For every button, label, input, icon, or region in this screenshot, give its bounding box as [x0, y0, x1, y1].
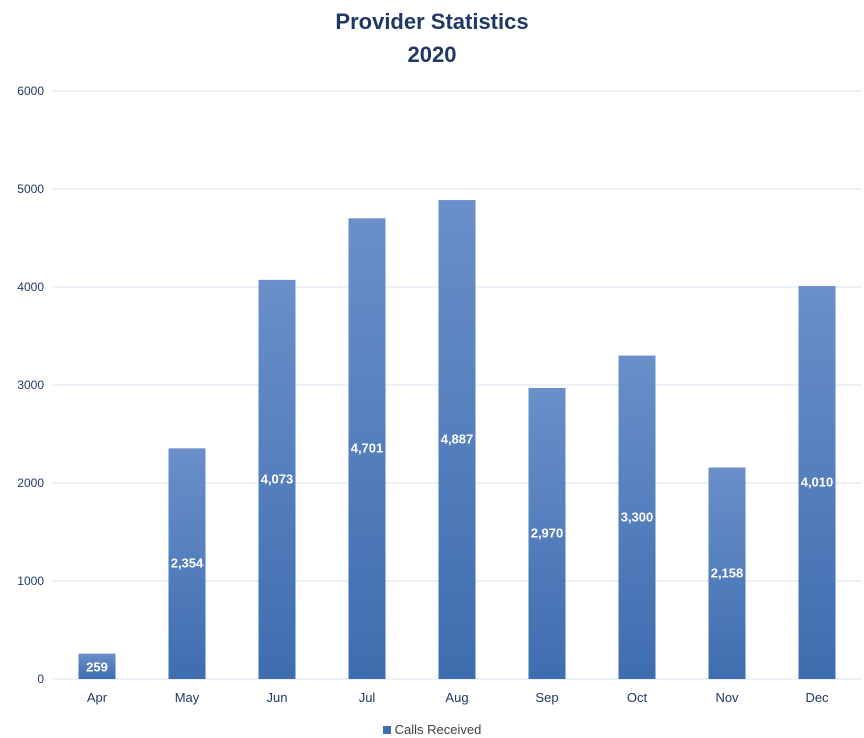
bar	[438, 200, 476, 679]
bar	[798, 286, 836, 679]
data-label: 2,970	[531, 525, 564, 540]
x-tick-label: Dec	[805, 690, 829, 705]
legend-swatch	[382, 725, 391, 734]
chart-title: Provider Statistics	[335, 9, 529, 34]
chart-subtitle: 2020	[407, 42, 457, 67]
y-tick-label: 5000	[17, 182, 44, 196]
y-tick-label: 6000	[17, 84, 44, 98]
x-tick-label: Sep	[535, 690, 558, 705]
x-tick-label: Jun	[267, 690, 288, 705]
bar	[618, 355, 656, 679]
x-tick-label: Oct	[627, 690, 648, 705]
y-tick-label: 0	[37, 672, 44, 686]
data-label: 3,300	[621, 509, 654, 524]
x-tick-label: Aug	[445, 690, 468, 705]
data-label: 2,158	[711, 565, 744, 580]
y-tick-label: 3000	[17, 378, 44, 392]
x-tick-label: Nov	[715, 690, 739, 705]
bar	[528, 387, 566, 679]
bar	[348, 218, 386, 679]
y-tick-label: 4000	[17, 280, 44, 294]
data-label: 259	[86, 659, 108, 674]
bar	[258, 279, 296, 679]
y-tick-label: 1000	[17, 574, 44, 588]
data-label: 4,073	[261, 471, 294, 486]
x-tick-label: May	[175, 690, 200, 705]
x-tick-label: Jul	[359, 690, 376, 705]
data-label: 4,887	[441, 432, 474, 447]
y-tick-label: 2000	[17, 476, 44, 490]
x-tick-label: Apr	[87, 690, 108, 705]
bar	[168, 448, 206, 679]
bar	[708, 467, 746, 679]
bar	[78, 653, 116, 679]
data-label: 4,010	[801, 475, 834, 490]
data-label: 4,701	[351, 441, 384, 456]
data-label: 2,354	[171, 556, 204, 571]
legend-label: Calls Received	[394, 722, 482, 737]
legend: Calls Received	[0, 722, 864, 737]
